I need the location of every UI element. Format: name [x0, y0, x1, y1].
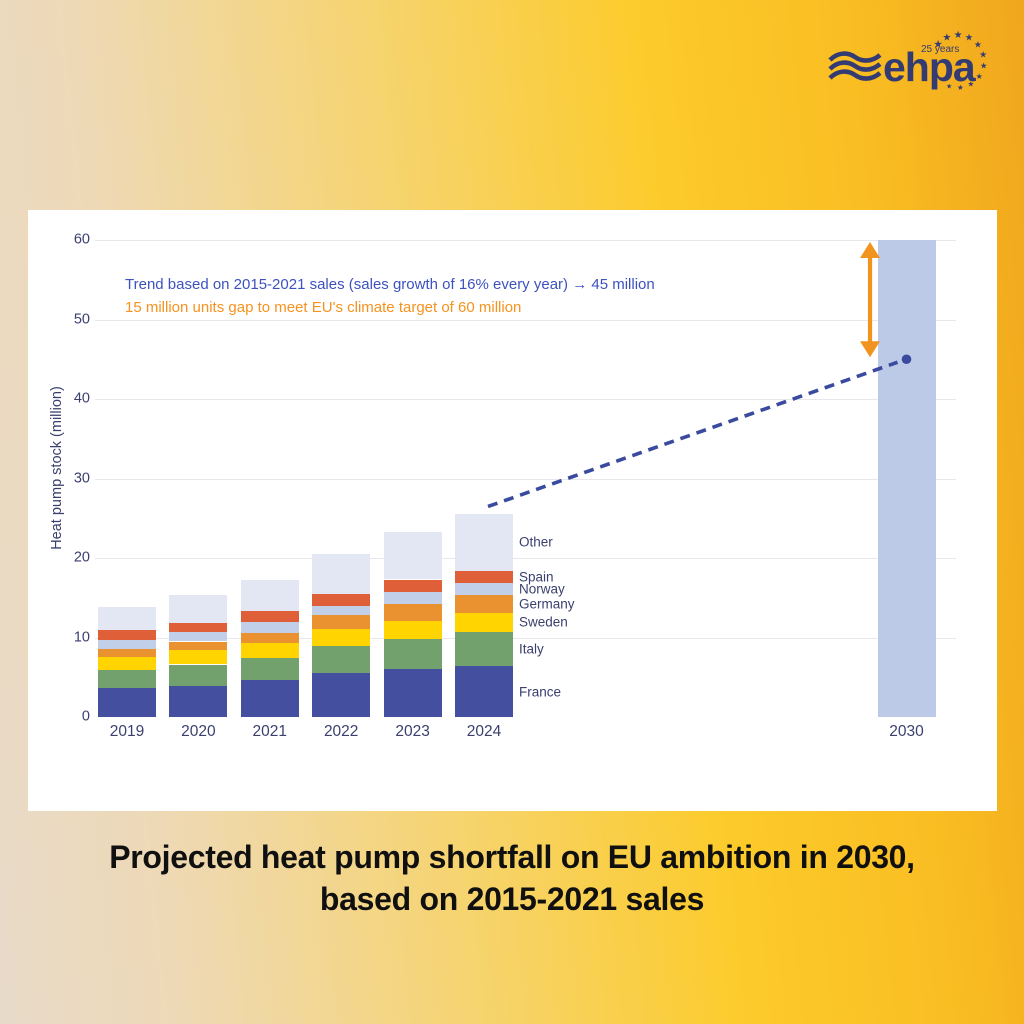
bar-segment-germany-2023 [383, 604, 442, 621]
bar-segment-germany-2022 [312, 615, 371, 629]
bar-segment-spain-2024 [455, 570, 513, 584]
gridline-10 [95, 637, 956, 639]
bar-segment-norway-2023 [383, 592, 442, 605]
gridline-20 [95, 558, 956, 559]
gridline-30 [95, 478, 956, 480]
y-tick-label-50: 50 [73, 311, 90, 328]
logo-brand-text: ehpa [883, 44, 977, 90]
logo-anniversary-text: 25 years [921, 44, 959, 55]
trend-annotation: Trend based on 2015-2021 sales (sales gr… [125, 276, 655, 293]
target-bar-2030 [877, 240, 936, 717]
bar-segment-france-2024 [455, 666, 513, 717]
legend-label-sweden: Sweden [519, 614, 568, 630]
legend-label-norway: Norway [519, 581, 565, 597]
bar-segment-france-2021 [240, 680, 299, 717]
gap-arrow-icon [860, 242, 880, 358]
x-tick-label-2030: 2030 [889, 723, 924, 740]
caption: Projected heat pump shortfall on EU ambi… [0, 836, 1024, 920]
star-icon: ★ [942, 32, 951, 43]
x-tick-label-2024: 2024 [466, 723, 502, 740]
bar-segment-other-2022 [312, 554, 371, 594]
caption-line-1: Projected heat pump shortfall on EU ambi… [109, 839, 915, 875]
x-tick-label-2023: 2023 [395, 723, 430, 740]
bar-segment-other-2021 [240, 579, 299, 612]
bar-segment-germany-2024 [455, 595, 513, 613]
bar-segment-sweden-2019 [98, 657, 156, 671]
legend-label-other: Other [519, 534, 553, 550]
bar-segment-sweden-2024 [455, 612, 513, 632]
bar-segment-italy-2022 [312, 646, 371, 674]
legend-label-germany: Germany [519, 596, 575, 612]
bar-segment-sweden-2022 [312, 628, 371, 647]
bar-segment-norway-2024 [455, 583, 513, 596]
bar-segment-sweden-2023 [383, 620, 442, 640]
x-tick-label-2021: 2021 [252, 723, 288, 740]
trend-dashed-line [487, 360, 899, 509]
ehpa-logo: ehpa 25 years ★★ ★ ★★★★★★★★ [828, 30, 987, 92]
bar-segment-italy-2019 [98, 670, 156, 689]
star-icon: ★ [933, 38, 943, 50]
y-tick-label-30: 30 [73, 470, 90, 487]
bar-segment-france-2019 [98, 688, 156, 717]
bar-segment-spain-2022 [312, 593, 371, 606]
x-tick-label-2022: 2022 [323, 723, 359, 740]
bar-segment-spain-2021 [240, 611, 299, 622]
legend-label-france: France [519, 684, 562, 700]
caption-line-2: based on 2015-2021 sales [319, 881, 705, 917]
gridline-50 [95, 319, 956, 321]
star-icon: ★ [976, 72, 983, 81]
y-tick-label-10: 10 [73, 629, 90, 646]
bar-segment-italy-2023 [383, 639, 442, 670]
gap-annotation: 15 million units gap to meet EU's climat… [125, 299, 522, 316]
star-icon: ★ [974, 39, 982, 49]
star-icon: ★ [954, 30, 963, 41]
bar-segment-spain-2023 [383, 579, 442, 593]
legend-label-italy: Italy [519, 641, 544, 657]
bar-segment-other-2024 [455, 513, 513, 571]
bar-segment-other-2023 [383, 531, 442, 580]
star-icon: ★ [946, 82, 952, 90]
bar-segment-sweden-2020 [169, 650, 228, 665]
star-icon: ★ [968, 80, 975, 89]
gridline-60 [95, 240, 956, 241]
y-tick-label-20: 20 [73, 549, 90, 566]
gridline-40 [95, 399, 956, 400]
star-icon: ★ [980, 61, 988, 71]
bar-segment-italy-2024 [455, 631, 513, 667]
y-tick-label-0: 0 [81, 708, 90, 725]
x-tick-label-2020: 2020 [181, 723, 216, 740]
bar-segment-germany-2021 [240, 632, 299, 643]
bar-segment-germany-2020 [169, 641, 228, 651]
bar-segment-france-2022 [312, 673, 371, 717]
star-icon: ★ [979, 49, 987, 59]
bar-segment-spain-2019 [98, 630, 156, 640]
bar-segment-norway-2022 [312, 605, 371, 616]
waves-icon [828, 51, 882, 81]
bar-segment-norway-2021 [240, 621, 299, 633]
y-tick-label-40: 40 [73, 390, 90, 407]
bar-segment-norway-2020 [169, 631, 228, 642]
eu-stars-arc-icon: ★★ ★ ★★★★★★★★ [933, 30, 987, 92]
trend-point-dot [901, 354, 912, 365]
x-tick-label-2019: 2019 [109, 723, 145, 740]
bar-segment-spain-2020 [169, 623, 228, 632]
bar-segment-other-2019 [98, 606, 156, 631]
bar-segment-france-2023 [383, 669, 442, 717]
bar-segment-germany-2019 [98, 648, 156, 658]
bar-segment-italy-2021 [240, 658, 299, 681]
star-icon: ★ [957, 83, 964, 92]
bar-segment-italy-2020 [169, 664, 228, 686]
bar-segment-norway-2019 [98, 639, 156, 649]
legend-label-spain: Spain [519, 569, 554, 585]
bar-segment-france-2020 [169, 686, 228, 717]
bar-segment-sweden-2021 [240, 643, 299, 659]
star-icon: ★ [965, 31, 973, 42]
bar-segment-other-2020 [169, 594, 228, 624]
y-tick-label-60: 60 [73, 231, 90, 248]
